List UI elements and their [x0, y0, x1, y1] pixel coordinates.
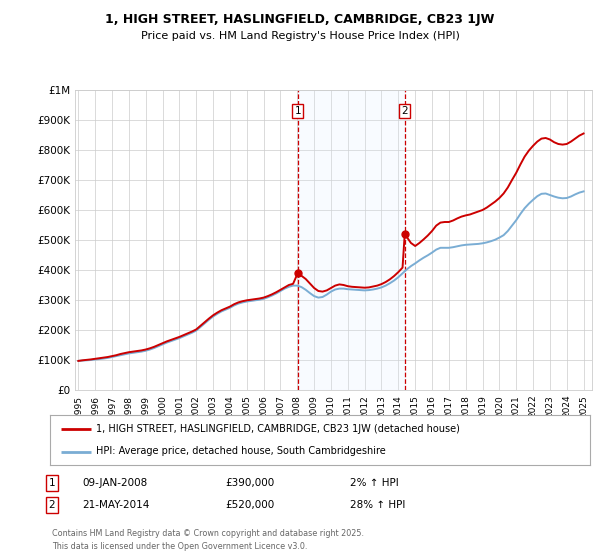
Text: Price paid vs. HM Land Registry's House Price Index (HPI): Price paid vs. HM Land Registry's House …: [140, 31, 460, 41]
Text: 2: 2: [49, 500, 55, 510]
Text: £390,000: £390,000: [225, 478, 274, 488]
Text: 1, HIGH STREET, HASLINGFIELD, CAMBRIDGE, CB23 1JW: 1, HIGH STREET, HASLINGFIELD, CAMBRIDGE,…: [106, 12, 494, 26]
Text: 28% ↑ HPI: 28% ↑ HPI: [350, 500, 406, 510]
Text: £520,000: £520,000: [225, 500, 274, 510]
Text: HPI: Average price, detached house, South Cambridgeshire: HPI: Average price, detached house, Sout…: [96, 446, 386, 456]
Text: 2% ↑ HPI: 2% ↑ HPI: [350, 478, 399, 488]
Text: 1, HIGH STREET, HASLINGFIELD, CAMBRIDGE, CB23 1JW (detached house): 1, HIGH STREET, HASLINGFIELD, CAMBRIDGE,…: [96, 423, 460, 433]
Text: Contains HM Land Registry data © Crown copyright and database right 2025.
This d: Contains HM Land Registry data © Crown c…: [52, 529, 364, 550]
Text: 1: 1: [49, 478, 55, 488]
Text: 09-JAN-2008: 09-JAN-2008: [82, 478, 147, 488]
Bar: [298, 90, 405, 390]
Text: 1: 1: [295, 106, 301, 116]
Text: 21-MAY-2014: 21-MAY-2014: [82, 500, 149, 510]
Text: 2: 2: [401, 106, 408, 116]
